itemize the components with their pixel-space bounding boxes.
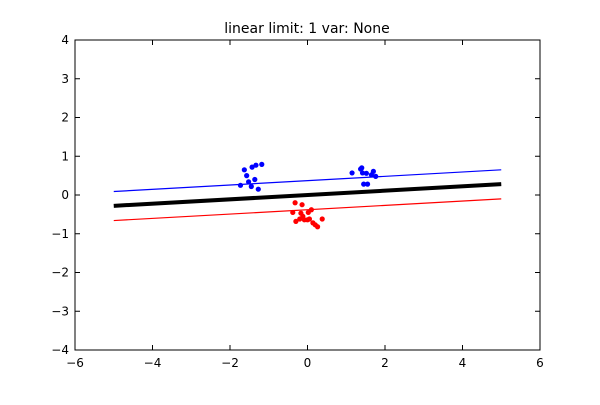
y-tick-label-6: 2 (61, 111, 69, 125)
x-tick-label-5: 4 (459, 356, 467, 370)
scatter-point-0-0 (238, 183, 243, 188)
chart-title: linear limit: 1 var: None (224, 21, 389, 37)
scatter-point-0-19 (373, 174, 378, 179)
y-tick-label-5: 1 (61, 149, 69, 163)
x-tick-label-3: 0 (304, 356, 312, 370)
scatter-point-0-15 (364, 171, 369, 176)
scatter-point-1-10 (307, 216, 312, 221)
scatter-point-0-18 (371, 169, 376, 174)
scatter-point-0-10 (349, 170, 354, 175)
y-tick-label-2: −2 (51, 266, 69, 280)
scatter-point-1-15 (320, 216, 325, 221)
x-tick-label-4: 2 (381, 356, 389, 370)
scatter-point-0-7 (253, 163, 258, 168)
x-tick-label-6: 6 (536, 356, 544, 370)
scatter-point-1-14 (315, 224, 320, 229)
x-tick-label-2: −2 (221, 356, 239, 370)
y-tick-label-8: 4 (61, 33, 69, 47)
y-tick-label-3: −1 (51, 227, 69, 241)
scatter-point-0-6 (252, 177, 257, 182)
x-tick-label-1: −4 (144, 356, 162, 370)
scatter-point-1-1 (293, 200, 298, 205)
scatter-point-0-12 (359, 165, 364, 170)
scatter-point-1-5 (299, 202, 304, 207)
y-tick-label-7: 3 (61, 72, 69, 86)
scatter-point-1-11 (309, 207, 314, 212)
scatter-point-0-3 (246, 179, 251, 184)
scatter-point-0-9 (259, 162, 264, 167)
scatter-point-0-4 (249, 184, 254, 189)
scatter-point-0-16 (365, 182, 370, 187)
scatter-point-0-2 (244, 173, 249, 178)
x-tick-label-0: −6 (66, 356, 84, 370)
y-tick-label-4: 0 (61, 188, 69, 202)
scatter-point-1-0 (290, 210, 295, 215)
y-tick-label-1: −3 (51, 304, 69, 318)
scatter-point-0-1 (242, 167, 247, 172)
scatter-point-0-8 (256, 187, 261, 192)
y-tick-label-0: −4 (51, 343, 69, 357)
